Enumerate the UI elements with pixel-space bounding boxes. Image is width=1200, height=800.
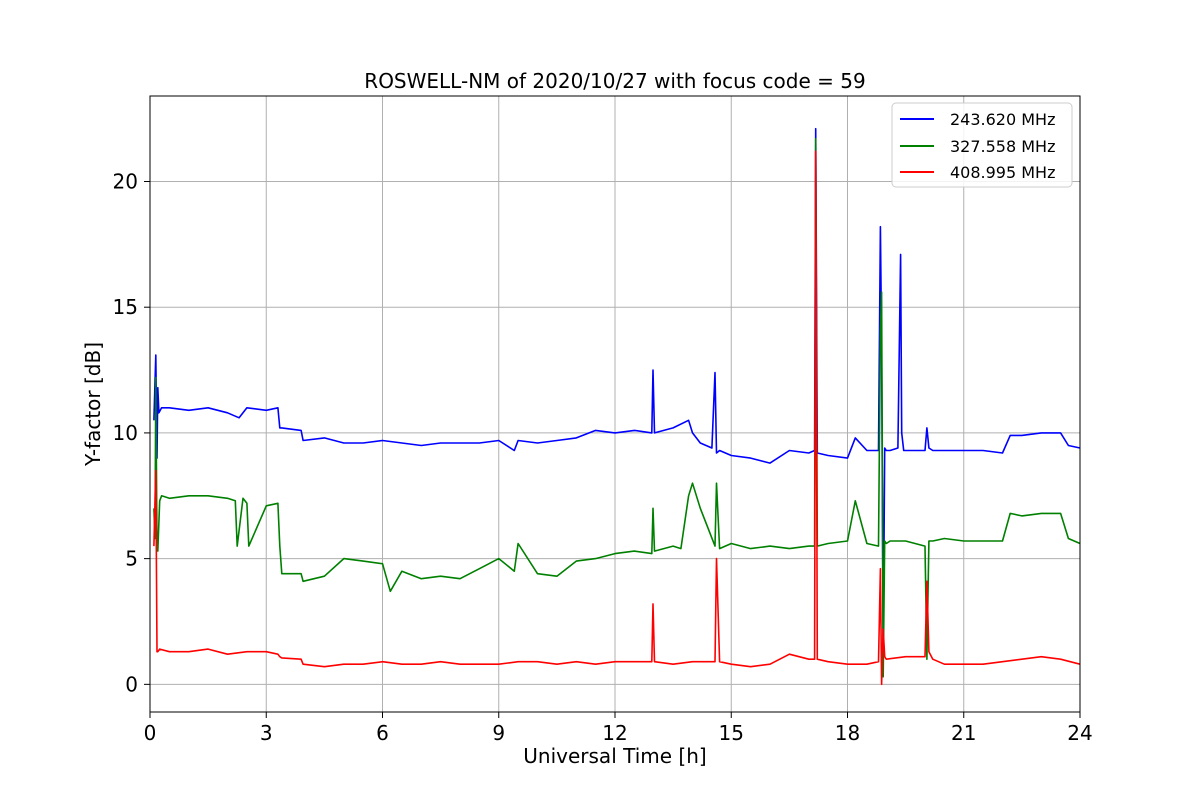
y-tick-label: 20: [113, 169, 138, 193]
y-tick-label: 10: [113, 421, 138, 445]
x-tick-label: 0: [144, 721, 157, 745]
x-tick-label: 18: [835, 721, 860, 745]
plot-series: [153, 127, 1081, 686]
y-axis-ticks: 0 5 10 15 20: [113, 169, 150, 696]
series-line-1: [153, 137, 1081, 678]
y-axis-label: Y-factor [dB]: [81, 342, 105, 467]
x-axis-ticks: 0 3 6 9 12 15 18 21 24: [144, 712, 1093, 745]
chart-title: ROSWELL-NM of 2020/10/27 with focus code…: [364, 69, 865, 93]
legend-label-327: 327.558 MHz: [950, 137, 1055, 156]
y-tick-label: 0: [125, 672, 138, 696]
x-tick-label: 9: [492, 721, 505, 745]
x-tick-label: 12: [602, 721, 627, 745]
x-tick-label: 3: [260, 721, 273, 745]
series-line-0: [153, 127, 1081, 660]
legend-label-243: 243.620 MHz: [950, 110, 1055, 129]
x-tick-label: 24: [1067, 721, 1092, 745]
series-line-2: [153, 150, 1081, 686]
legend: 243.620 MHz 327.558 MHz 408.995 MHz: [891, 102, 1073, 188]
y-tick-label: 5: [125, 547, 138, 571]
y-tick-label: 15: [113, 295, 138, 319]
x-axis-label: Universal Time [h]: [523, 744, 706, 768]
legend-box: [891, 102, 1073, 188]
legend-label-408: 408.995 MHz: [950, 163, 1055, 182]
x-tick-label: 15: [719, 721, 744, 745]
x-tick-label: 6: [376, 721, 389, 745]
x-tick-label: 21: [951, 721, 976, 745]
